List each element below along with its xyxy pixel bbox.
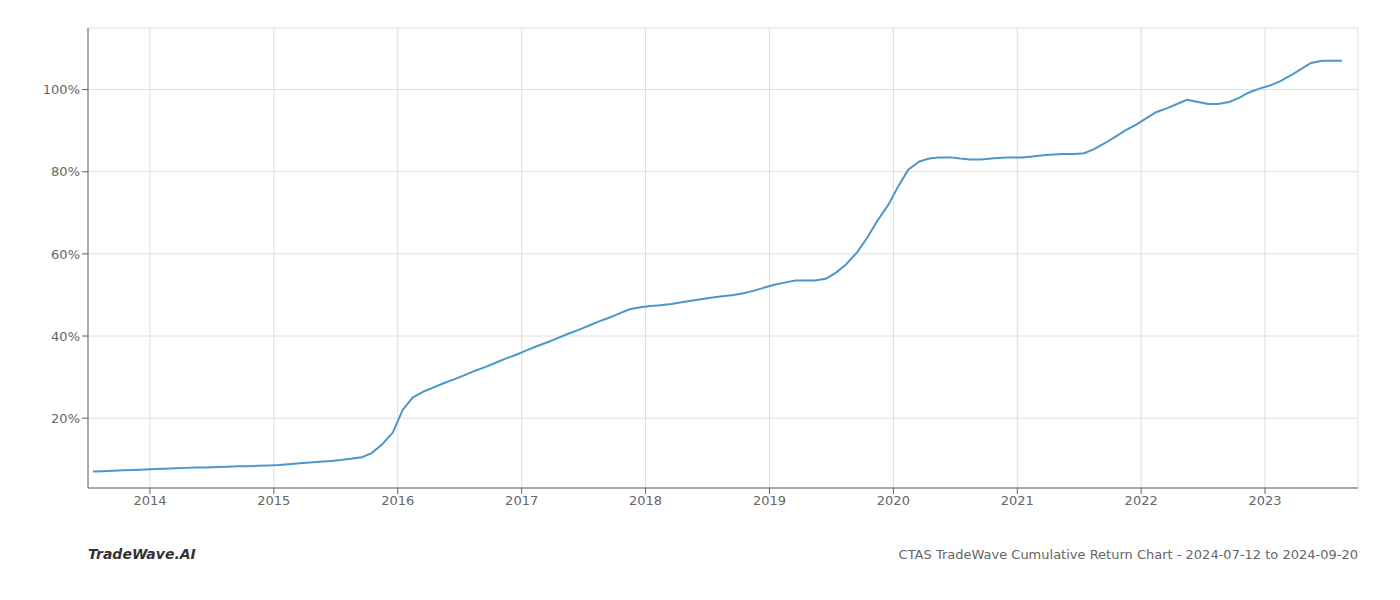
svg-text:2015: 2015 (257, 493, 290, 508)
svg-text:20%: 20% (51, 411, 80, 426)
svg-text:2019: 2019 (753, 493, 786, 508)
html-text:CTAS TradeWave Cumulative Retu: CTAS TradeWave Cumulative Return Chart -… (898, 547, 1358, 562)
svg-text:2023: 2023 (1249, 493, 1282, 508)
svg-text:2016: 2016 (381, 493, 414, 508)
svg-text:100%: 100% (43, 82, 80, 97)
svg-text:2014: 2014 (133, 493, 166, 508)
svg-text:40%: 40% (51, 329, 80, 344)
svg-text:2018: 2018 (629, 493, 662, 508)
svg-text:2022: 2022 (1125, 493, 1158, 508)
svg-text:2021: 2021 (1001, 493, 1034, 508)
svg-text:80%: 80% (51, 164, 80, 179)
html-text:TradeWave.AI: TradeWave.AI (88, 546, 196, 562)
svg-text:60%: 60% (51, 247, 80, 262)
svg-text:2020: 2020 (877, 493, 910, 508)
svg-text:2017: 2017 (505, 493, 538, 508)
